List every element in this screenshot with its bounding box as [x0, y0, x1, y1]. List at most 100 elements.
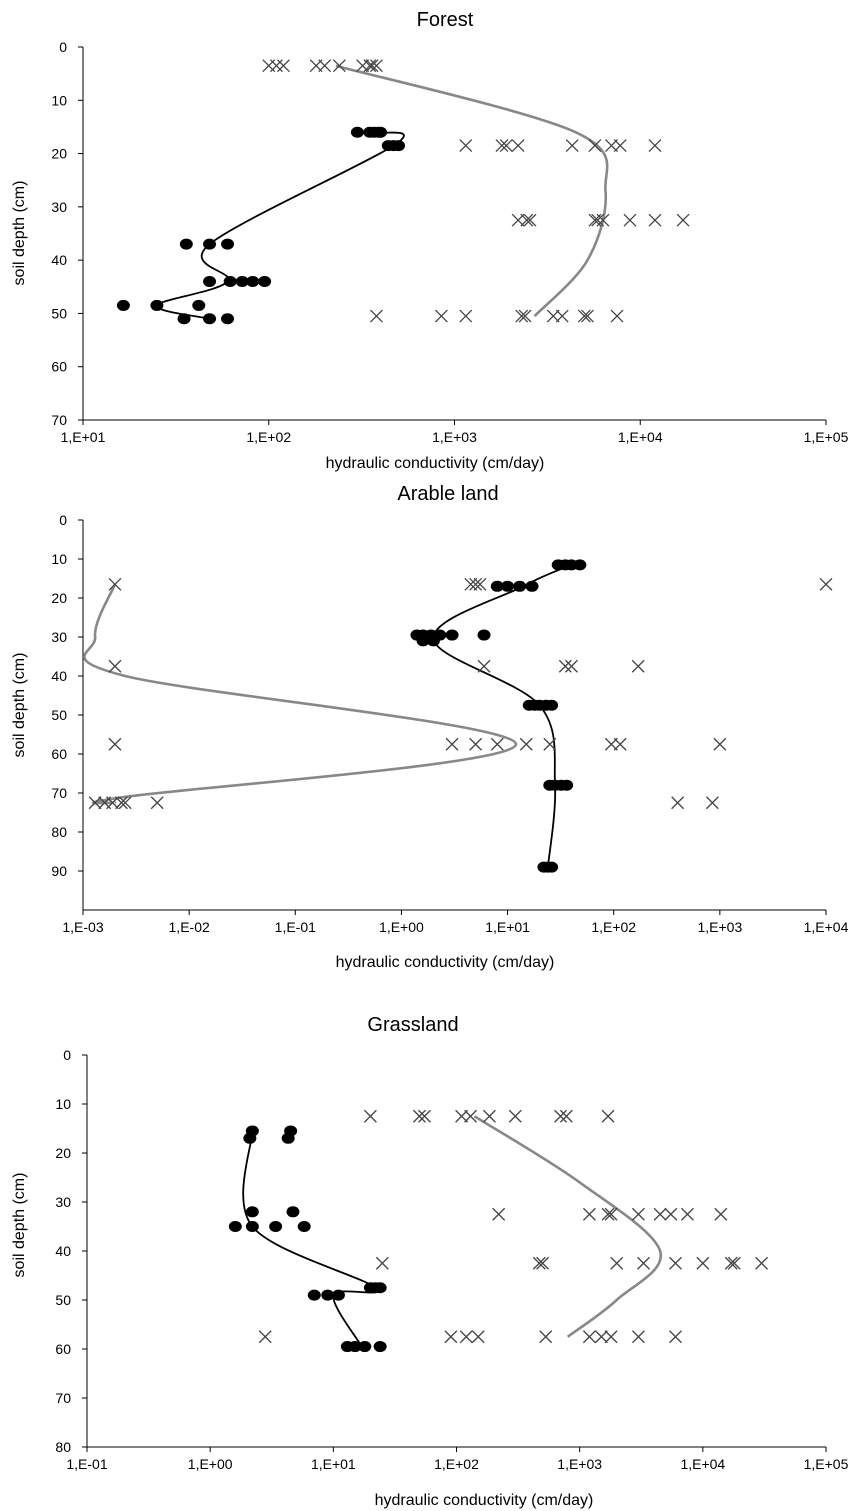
x-tick-label: 1,E+01 [61, 429, 106, 445]
x-tick-label: 1,E+05 [804, 429, 849, 445]
y-axis-label: soil depth (cm) [11, 653, 28, 758]
dot-point [490, 580, 504, 592]
chart-panel-forest: Forest soil depth (cm) hydraulic conduct… [11, 9, 849, 472]
dot-point [258, 275, 272, 287]
y-tick-label: 10 [51, 92, 67, 108]
cross-point [515, 309, 529, 323]
cross-point [582, 1207, 596, 1221]
x-tick-label: 1,E-01 [275, 919, 316, 935]
cross-point [610, 1256, 624, 1270]
y-tick-label: 0 [63, 1047, 71, 1063]
cross-point [108, 577, 122, 591]
fitted-curve [335, 64, 609, 317]
cross-point [596, 213, 610, 227]
cross-point [464, 577, 478, 591]
y-tick-label: 20 [55, 1145, 71, 1161]
cross-point [459, 1330, 473, 1344]
cross-point [459, 139, 473, 153]
dot-point [116, 299, 130, 311]
measured-trend-line [155, 131, 405, 320]
dot-point [426, 635, 440, 647]
cross-point [473, 577, 487, 591]
cross-point [601, 1207, 615, 1221]
cross-point [648, 213, 662, 227]
cross-point [653, 1207, 667, 1221]
y-tick-label: 90 [51, 863, 67, 879]
y-tick-label: 10 [51, 551, 67, 567]
cross-point [464, 1109, 477, 1123]
dot-point [235, 275, 249, 287]
cross-point [434, 309, 448, 323]
dot-point [348, 1341, 362, 1353]
cross-point [375, 1256, 389, 1270]
cross-point [114, 796, 128, 810]
dot-point [221, 238, 235, 250]
y-tick-label: 70 [51, 412, 67, 428]
dot-point [177, 313, 191, 325]
cross-point [369, 309, 383, 323]
dot-point [445, 629, 459, 641]
cross-point [539, 1330, 553, 1344]
cross-point [518, 309, 532, 323]
cross-point [369, 59, 383, 73]
y-tick-label: 40 [51, 668, 67, 684]
cross-point [558, 659, 572, 673]
cross-point [108, 659, 122, 673]
cross-point [727, 1256, 741, 1270]
dot-point [150, 299, 164, 311]
x-tick-label: 1,E+00 [379, 919, 424, 935]
cross-point [365, 59, 379, 73]
dot-point [525, 580, 539, 592]
chart-panel-grassland: Grassland soil depth (cm) hydraulic cond… [11, 1014, 849, 1509]
cross-point [755, 1256, 769, 1270]
dot-point [203, 313, 217, 325]
y-tick-label: 50 [51, 707, 67, 723]
cross-point [705, 796, 719, 810]
x-tick-label: 1,E+03 [432, 429, 477, 445]
cross-point [118, 796, 132, 810]
cross-point [671, 796, 685, 810]
x-tick-label: 1,E+05 [804, 1456, 849, 1472]
y-tick-label: 50 [55, 1292, 71, 1308]
y-tick-label: 60 [51, 746, 67, 762]
cross-point [356, 59, 370, 73]
dot-point [192, 299, 206, 311]
cross-point [520, 213, 534, 227]
cross-point [459, 309, 473, 323]
x-tick-label: 1,E-02 [169, 919, 210, 935]
fitted-curve [473, 1115, 663, 1338]
dot-point [179, 238, 193, 250]
cross-point [469, 577, 483, 591]
y-tick-label: 10 [55, 1096, 71, 1112]
cross-point [610, 309, 624, 323]
x-tick-label: 1,E+02 [591, 919, 636, 935]
cross-point [555, 309, 569, 323]
cross-point [108, 737, 122, 751]
dot-point [501, 580, 515, 592]
x-tick-label: 1,E+01 [485, 919, 530, 935]
dot-point [245, 1206, 259, 1218]
cross-point [680, 1207, 694, 1221]
x-tick-label: 1,E+01 [311, 1456, 356, 1472]
cross-point [532, 1256, 546, 1270]
y-tick-label: 0 [59, 39, 67, 55]
cross-point [412, 1109, 426, 1123]
chart-title: Forest [417, 9, 474, 31]
dot-point [513, 580, 527, 592]
chart-title: Grassland [367, 1014, 458, 1036]
y-axis-label: soil depth (cm) [11, 1173, 28, 1278]
x-tick-label: 1,E+02 [434, 1456, 479, 1472]
x-tick-label: 1,E+04 [680, 1456, 725, 1472]
dot-point [286, 1206, 300, 1218]
cross-point [482, 1109, 496, 1123]
dot-point [203, 238, 217, 250]
cross-point [511, 139, 525, 153]
cross-point [523, 213, 537, 227]
x-axis-label: hydraulic conductivity (cm/day) [375, 1492, 594, 1509]
cross-point [276, 59, 290, 73]
x-tick-label: 1,E+04 [804, 919, 849, 935]
dot-point [321, 1289, 335, 1301]
y-axis-label: soil depth (cm) [11, 181, 28, 286]
y-tick-label: 70 [55, 1390, 71, 1406]
